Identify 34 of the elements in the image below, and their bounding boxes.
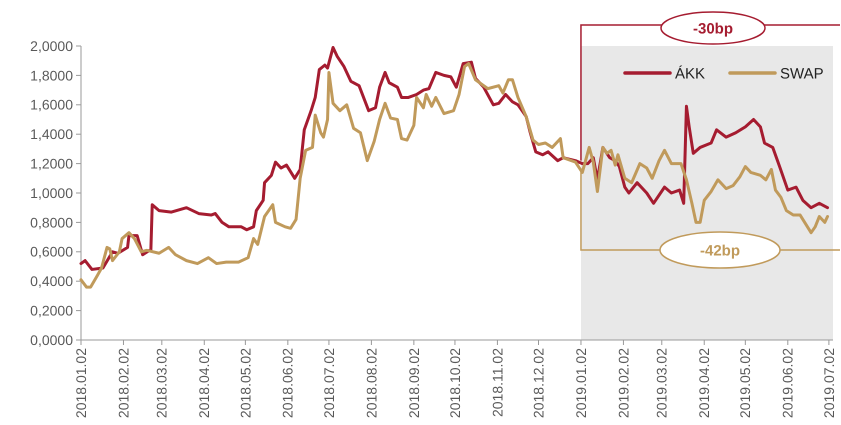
x-tick-label: 2018.02.02 [115, 348, 132, 418]
y-tick-label: 0,4000 [30, 273, 74, 290]
annotation: -42bp [700, 242, 740, 260]
y-tick-label: 1,6000 [30, 96, 74, 113]
y-tick-label: 1,4000 [30, 126, 74, 142]
y-tick-label: 0,2000 [30, 302, 74, 318]
x-tick-label: 2018.06.02 [280, 348, 296, 418]
x-tick-label: 2018.09.02 [406, 348, 422, 418]
x-tick-label: 2018.03.02 [154, 348, 170, 418]
y-tick-label: 0,6000 [30, 244, 74, 260]
x-tick-label: 2018.07.02 [320, 348, 337, 418]
x-tick-label: 2018.05.02 [237, 348, 254, 418]
y-tick-label: 1,8000 [30, 67, 74, 84]
y-tick-label: 1,2000 [30, 156, 74, 172]
x-tick-label: 2018.10.02 [446, 348, 463, 418]
x-tick-label: 2019.03.02 [654, 348, 670, 418]
x-tick-label: 2019.04.02 [696, 348, 712, 418]
x-tick-label: 2018.04.02 [196, 348, 212, 418]
y-tick-label: 1,0000 [30, 184, 74, 201]
legend-label: ÁKK [675, 64, 706, 82]
x-tick-label: 2018.12.02 [530, 348, 546, 418]
y-tick-label: 0,8000 [30, 214, 74, 230]
x-tick-label: 2018.08.02 [363, 348, 380, 418]
x-tick-label: 2019.07.02 [820, 348, 837, 418]
x-tick-label: 2018.11.02 [489, 348, 506, 418]
x-tick-label: 2018.01.02 [72, 348, 89, 418]
x-tick-label: 2019.01.02 [572, 348, 589, 418]
x-tick-label: 2019.06.02 [780, 348, 796, 418]
x-tick-label: 2019.05.02 [737, 348, 754, 418]
y-tick-label: 2,0000 [30, 38, 74, 54]
text: -30bp [692, 20, 734, 38]
x-tick-label: 2019.02.02 [615, 348, 632, 418]
y-tick-label: 0,0000 [30, 332, 74, 348]
legend-label: SWAP [780, 65, 824, 82]
